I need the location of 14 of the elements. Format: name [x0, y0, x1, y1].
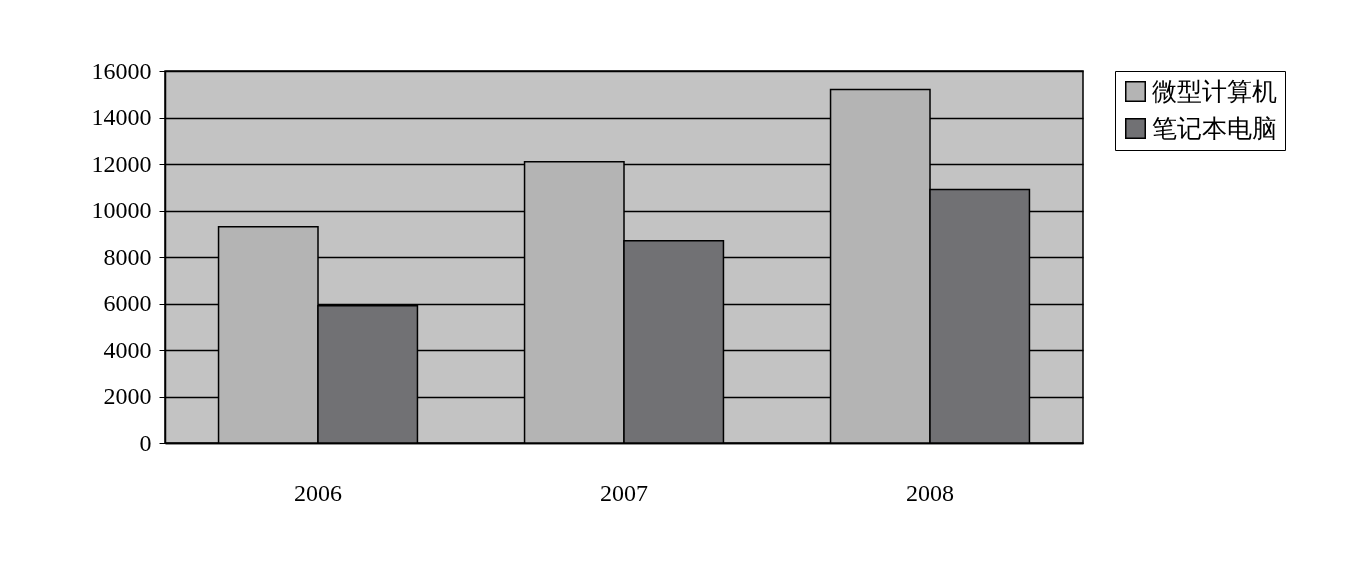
- y-tick-label: 4000: [103, 336, 152, 363]
- y-tick-label: 12000: [91, 150, 152, 177]
- y-tick-label: 6000: [103, 290, 152, 316]
- y-tick-label: 16000: [91, 57, 152, 84]
- y-tick-label: 2000: [103, 383, 152, 409]
- x-tick-label: 2006: [294, 479, 342, 506]
- x-tick-label: 2008: [906, 479, 954, 506]
- x-tick-label: 2007: [600, 479, 648, 506]
- y-tick-label: 14000: [91, 104, 152, 130]
- y-tick-label: 10000: [91, 197, 152, 223]
- y-tick-label: 8000: [103, 243, 152, 270]
- legend-label: 微型计算机: [1152, 77, 1277, 105]
- legend-label: 笔记本电脑: [1152, 114, 1277, 142]
- y-tick-label: 0: [139, 429, 152, 456]
